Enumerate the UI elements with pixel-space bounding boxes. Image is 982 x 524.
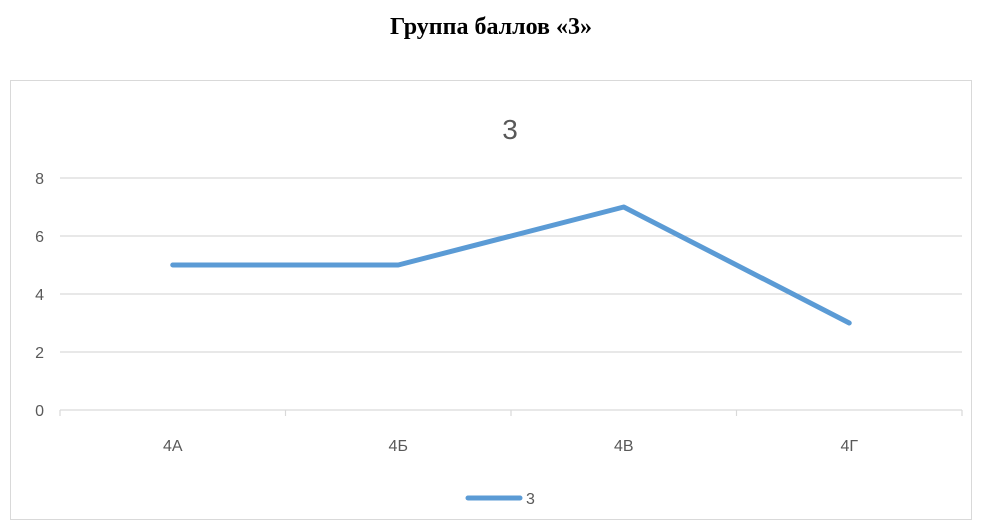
x-tick-label-4Г: 4Г: [840, 438, 858, 455]
document-heading: Группа баллов «3»: [390, 14, 592, 40]
data-point-4Б: [397, 264, 399, 266]
chart-frame: [10, 80, 972, 520]
y-tick-label-6: 6: [35, 229, 44, 246]
chart-title: 3: [502, 114, 518, 145]
data-point-4Г: [848, 322, 850, 324]
data-point-4В: [623, 206, 625, 208]
y-tick-label-8: 8: [35, 171, 44, 188]
x-tick-label-4Б: 4Б: [389, 438, 408, 455]
y-tick-label-4: 4: [35, 287, 44, 304]
series-line-0: [170, 204, 852, 326]
y-tick-label-0: 0: [35, 403, 44, 420]
legend-label: 3: [526, 491, 535, 508]
x-tick-label-4В: 4В: [614, 438, 634, 455]
x-tick-label-4А: 4А: [163, 438, 183, 455]
data-point-4А: [172, 264, 174, 266]
y-tick-label-2: 2: [35, 345, 44, 362]
